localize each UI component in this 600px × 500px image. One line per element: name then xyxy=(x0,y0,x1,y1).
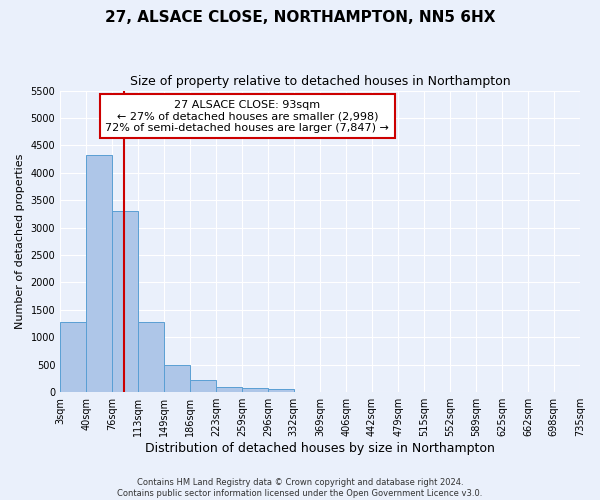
Bar xyxy=(138,322,164,392)
Text: 27, ALSACE CLOSE, NORTHAMPTON, NN5 6HX: 27, ALSACE CLOSE, NORTHAMPTON, NN5 6HX xyxy=(105,10,495,25)
Bar xyxy=(217,387,242,392)
Bar xyxy=(190,380,217,392)
Text: 27 ALSACE CLOSE: 93sqm
← 27% of detached houses are smaller (2,998)
72% of semi-: 27 ALSACE CLOSE: 93sqm ← 27% of detached… xyxy=(106,100,389,133)
Bar xyxy=(86,154,112,392)
Title: Size of property relative to detached houses in Northampton: Size of property relative to detached ho… xyxy=(130,75,511,88)
Bar xyxy=(268,389,294,392)
Bar xyxy=(112,211,138,392)
Text: Contains HM Land Registry data © Crown copyright and database right 2024.
Contai: Contains HM Land Registry data © Crown c… xyxy=(118,478,482,498)
Y-axis label: Number of detached properties: Number of detached properties xyxy=(15,154,25,329)
Bar xyxy=(164,365,190,392)
Bar xyxy=(242,388,268,392)
Bar xyxy=(60,322,86,392)
X-axis label: Distribution of detached houses by size in Northampton: Distribution of detached houses by size … xyxy=(145,442,495,455)
